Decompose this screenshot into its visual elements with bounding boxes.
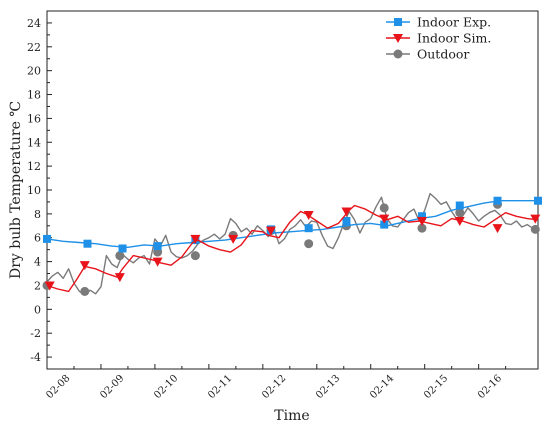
series-layer [42,192,542,296]
y-tick-label: 18 [27,89,41,102]
legend-item-outdoor: Outdoor [386,47,469,62]
x-tick-label: 02-14 [368,373,396,401]
series-marker-outdoor [115,251,125,261]
x-axis-title: Time [274,408,309,424]
legend-label: Outdoor [417,47,469,62]
y-tick-label: 0 [34,303,41,316]
y-tick-label: 16 [27,112,41,125]
plot-frame [46,10,539,370]
series-marker-indoor-exp [417,212,426,221]
series-line-indoor-exp [46,199,538,249]
x-tick-label: 02-12 [260,373,288,401]
legend-marker [393,34,403,43]
series-marker-indoor-sim [190,234,201,244]
series-marker-outdoor [304,239,314,249]
series-marker-indoor-exp [43,234,51,243]
legend-marker [394,18,402,26]
series-marker-indoor-exp [83,239,92,248]
y-tick-label: -4 [30,351,41,364]
y-tick-label: 24 [27,17,41,30]
series-marker-indoor-sim [416,217,427,227]
series-marker-indoor-exp [153,242,162,251]
x-tick-label: 02-08 [44,373,72,401]
x-tick-label: 02-10 [152,373,180,401]
series-marker-indoor-sim [44,281,55,291]
series-marker-indoor-exp [534,196,542,205]
legend: Indoor Exp.Indoor Sim.Outdoor [386,15,491,62]
series-marker-indoor-sim [152,257,163,267]
y-tick-label: -2 [30,327,41,340]
series-outdoor [42,192,540,296]
legend-item-indoor-sim: Indoor Sim. [386,31,491,46]
x-tick-label: 02-15 [422,373,450,401]
series-indoor-sim [44,204,541,293]
series-marker-indoor-sim [228,234,239,244]
x-tick-label: 02-16 [476,373,504,401]
legend-item-indoor-exp: Indoor Exp. [386,15,491,30]
legend-label: Indoor Exp. [417,15,491,30]
legend-label: Indoor Sim. [417,31,491,46]
series-marker-indoor-exp [493,196,502,205]
x-tick-label: 02-09 [98,373,126,401]
series-marker-indoor-sim [492,224,503,234]
y-tick-label: 14 [27,136,41,149]
y-tick-label: 22 [27,41,41,54]
series-marker-indoor-sim [265,226,276,236]
series-marker-indoor-sim [303,211,314,221]
series-line-indoor-sim [46,204,539,293]
series-marker-indoor-sim [114,273,125,283]
series-marker-outdoor [190,251,200,261]
y-tick-label: 8 [34,208,41,221]
series-marker-outdoor [379,203,389,213]
y-tick-label: 12 [27,160,41,173]
series-marker-indoor-sim [530,214,541,224]
series-indoor-exp [43,196,542,253]
series-marker-indoor-sim [79,261,90,271]
x-tick-label: 02-11 [206,373,234,401]
series-marker-indoor-sim [454,217,465,227]
series-marker-outdoor [417,223,427,233]
series-marker-indoor-sim [379,214,390,224]
y-tick-label: 4 [34,256,41,269]
series-marker-indoor-exp [455,201,464,210]
y-tick-label: 2 [34,279,41,292]
y-tick-label: 6 [34,232,41,245]
series-marker-indoor-exp [304,224,313,233]
series-marker-indoor-exp [118,244,127,253]
series-marker-outdoor [455,208,465,218]
series-marker-outdoor [80,286,90,296]
x-axis-ticks: 02-08 02-09 02-10 02-11 02-12 02-13 02-14 02-15… [44,364,507,401]
series-marker-indoor-exp [342,217,351,226]
y-tick-label: 20 [27,65,41,78]
y-axis-title: Dry bulb Temperature ℃ [8,101,24,279]
series-marker-outdoor [530,224,540,234]
x-tick-label: 02-13 [314,373,342,401]
legend-marker [393,49,403,59]
y-tick-label: 10 [27,184,41,197]
series-marker-indoor-sim [341,207,352,217]
series-marker-indoor-exp [380,220,389,229]
